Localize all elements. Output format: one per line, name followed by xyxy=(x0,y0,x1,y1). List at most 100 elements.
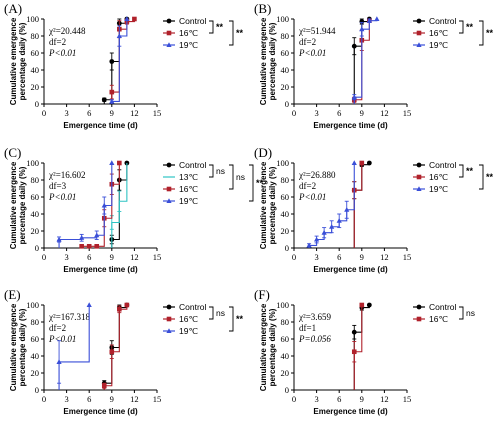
data-point xyxy=(79,235,85,240)
legend-label: 16℃ xyxy=(429,314,448,324)
chi-square-text: χ²=167.318 xyxy=(48,312,91,322)
x-tick-label: 0 xyxy=(292,108,296,118)
bracket-line xyxy=(209,20,214,34)
y-tick-label: 0 xyxy=(285,385,289,395)
x-tick-label: 12 xyxy=(130,252,139,262)
data-point xyxy=(359,26,365,32)
y-tick-label: 100 xyxy=(276,300,289,310)
legend-label: 16℃ xyxy=(179,314,198,324)
y-axis-label-line: Cumulative emergence xyxy=(9,303,18,391)
data-point xyxy=(306,242,312,248)
bracket-label: ** xyxy=(236,314,244,324)
data-point xyxy=(321,229,327,235)
y-tick-label: 0 xyxy=(285,99,289,109)
x-axis-label: Emergence time (d) xyxy=(63,407,138,416)
x-tick-label: 0 xyxy=(42,252,46,262)
y-tick-label: 80 xyxy=(31,317,40,327)
chi-square-text: χ²=3.659 xyxy=(298,312,332,322)
legend-entry: 19℃ xyxy=(163,326,198,336)
legend-entry: 16℃ xyxy=(163,184,198,194)
x-tick-label: 9 xyxy=(110,394,114,404)
data-point xyxy=(101,202,107,208)
legend-marker xyxy=(166,198,172,203)
legend-label: 19℃ xyxy=(429,184,448,194)
p-value-text: P<0.01 xyxy=(48,192,76,202)
y-tick-label: 80 xyxy=(31,175,40,185)
bracket-label: ns xyxy=(236,172,245,182)
x-tick-label: 6 xyxy=(337,108,341,118)
bracket-label: ns xyxy=(216,308,225,318)
df-text: df=2 xyxy=(49,37,66,47)
bracket-label: ns xyxy=(216,166,225,176)
series-16c xyxy=(351,302,365,390)
y-axis-label-line: percentage daily (%) xyxy=(268,166,277,244)
data-point xyxy=(109,98,115,104)
legend-marker xyxy=(166,30,172,36)
bracket-line xyxy=(209,164,214,178)
data-point xyxy=(56,359,62,364)
chi-square-text: χ²=26.880 xyxy=(298,170,336,180)
x-axis-label: Emergence time (d) xyxy=(313,265,388,274)
x-tick-label: 0 xyxy=(42,394,46,404)
y-tick-label: 40 xyxy=(281,65,290,75)
legend-label: 19℃ xyxy=(179,196,198,206)
x-tick-label: 3 xyxy=(64,108,68,118)
data-point xyxy=(124,16,130,21)
bracket-line xyxy=(459,164,464,178)
data-point xyxy=(109,59,115,64)
significance-bracket: ** xyxy=(459,20,474,34)
legend-entry: 16℃ xyxy=(163,314,198,324)
bracket-line xyxy=(479,164,484,190)
series-control xyxy=(101,302,130,390)
y-tick-label: 20 xyxy=(281,82,290,92)
x-tick-label: 9 xyxy=(360,252,364,262)
series-19c xyxy=(56,302,92,390)
y-tick-label: 100 xyxy=(26,14,39,24)
legend-label: Control xyxy=(179,160,207,170)
legend-entry: 16℃ xyxy=(413,314,448,324)
y-tick-label: 60 xyxy=(31,192,40,202)
y-tick-label: 100 xyxy=(26,300,39,310)
chi-square-text: χ²=16.602 xyxy=(48,170,86,180)
significance-bracket: ** xyxy=(229,306,244,332)
series-line xyxy=(103,305,128,390)
legend-label: 19℃ xyxy=(179,40,198,50)
x-tick-label: 12 xyxy=(380,394,389,404)
x-tick-label: 3 xyxy=(314,252,318,262)
significance-bracket: ns xyxy=(209,306,225,320)
legend-entry: Control xyxy=(413,16,457,26)
y-tick-label: 40 xyxy=(281,209,290,219)
series-19c xyxy=(56,160,115,248)
significance-bracket: ** xyxy=(479,20,494,46)
y-axis-label: Cumulative emergencepercentage daily (%) xyxy=(259,161,277,249)
y-axis-label-line: Cumulative emergence xyxy=(259,161,268,249)
bracket-line xyxy=(229,164,234,190)
legend-entry: 19℃ xyxy=(413,184,448,194)
legend-label: Control xyxy=(429,160,457,170)
y-tick-label: 20 xyxy=(31,82,40,92)
data-point xyxy=(94,244,100,249)
legend-marker xyxy=(166,328,172,333)
x-tick-label: 15 xyxy=(403,252,412,262)
chi-square-text: χ²=51.944 xyxy=(298,26,336,36)
x-tick-label: 0 xyxy=(292,394,296,404)
data-point xyxy=(117,306,122,312)
y-tick-label: 0 xyxy=(35,385,39,395)
x-tick-label: 3 xyxy=(64,394,68,404)
y-axis-label-line: percentage daily (%) xyxy=(18,308,27,386)
significance-bracket: ** xyxy=(459,164,474,178)
bracket-line xyxy=(229,20,234,46)
legend-entry: 19℃ xyxy=(163,40,198,50)
x-tick-label: 9 xyxy=(360,394,364,404)
x-axis-label: Emergence time (d) xyxy=(63,265,138,274)
bracket-label: ** xyxy=(216,22,224,32)
legend-marker xyxy=(416,316,422,322)
panel-label: (F) xyxy=(254,287,270,302)
y-tick-label: 60 xyxy=(281,334,290,344)
y-tick-label: 0 xyxy=(35,99,39,109)
data-point xyxy=(116,33,122,38)
legend-marker xyxy=(166,304,172,310)
data-point xyxy=(56,236,62,242)
data-point xyxy=(314,236,320,242)
